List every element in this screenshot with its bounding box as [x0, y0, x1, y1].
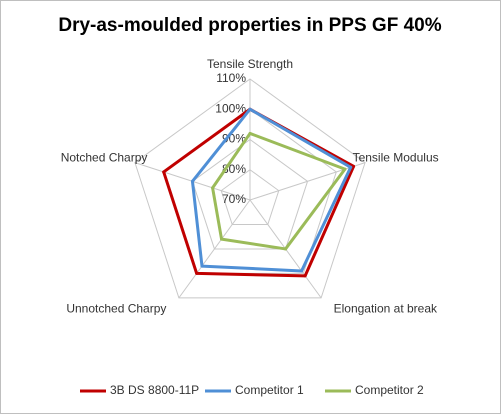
data-point: [248, 131, 252, 135]
data-point: [162, 170, 166, 174]
data-point: [352, 164, 356, 168]
tick-label: 100%: [215, 101, 246, 115]
data-point: [200, 264, 204, 268]
category-label: Tensile Modulus: [353, 150, 439, 164]
data-point: [303, 274, 307, 278]
category-label: Elongation at break: [334, 301, 438, 315]
data-point: [248, 107, 252, 111]
data-point: [284, 247, 288, 251]
category-label: Notched Charpy: [61, 150, 148, 164]
series-line: [211, 131, 347, 251]
data-point: [343, 167, 347, 171]
category-label: Tensile Strength: [207, 57, 293, 71]
tick-label: 70%: [222, 192, 246, 206]
grid-ring: [191, 138, 309, 250]
grid-ring: [220, 169, 280, 225]
chart-title: Dry-as-moulded properties in PPS GF 40%: [58, 15, 441, 36]
tick-label: 110%: [216, 71, 246, 85]
data-point: [300, 269, 304, 273]
spoke: [178, 199, 251, 299]
series-line: [190, 107, 353, 273]
data-point: [220, 237, 224, 241]
legend-label: 3B DS 8800-11P: [110, 383, 199, 397]
data-point: [211, 186, 215, 190]
data-point: [190, 179, 194, 183]
legend-label: Competitor 1: [235, 383, 304, 397]
data-point: [195, 271, 199, 275]
category-label: Unnotched Charpy: [66, 301, 166, 315]
legend-label: Competitor 2: [355, 383, 424, 397]
data-point: [349, 165, 353, 169]
series-line: [162, 107, 356, 278]
grid-ring: [134, 78, 366, 299]
